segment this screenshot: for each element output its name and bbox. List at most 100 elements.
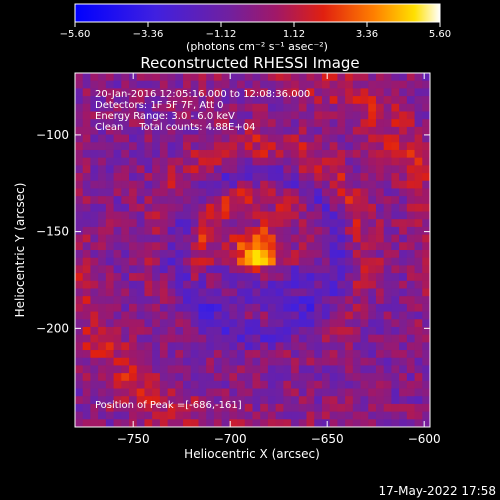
heatmap-cell [105, 326, 114, 336]
heatmap-cell [175, 234, 184, 243]
heatmap-cell [90, 326, 99, 336]
heatmap-cell [368, 173, 377, 182]
heatmap-cell [90, 373, 99, 382]
heatmap-cell [422, 265, 430, 274]
heatmap-cell [260, 288, 269, 297]
heatmap-cell [267, 226, 277, 236]
heatmap-cell [229, 126, 238, 135]
heatmap-cell [237, 126, 246, 135]
heatmap-cell [75, 342, 84, 351]
heatmap-cell [283, 273, 292, 282]
heatmap-cell [152, 219, 161, 228]
heatmap-cell [314, 80, 323, 89]
heatmap-cell [190, 126, 199, 135]
heatmap-cell [329, 288, 338, 297]
heatmap-cell [399, 196, 408, 205]
heatmap-cell [175, 126, 184, 135]
heatmap-cell [198, 88, 207, 97]
heatmap-cell [237, 111, 246, 120]
heatmap-cell [306, 165, 315, 174]
heatmap-cell [391, 265, 400, 274]
heatmap-cell [129, 80, 138, 89]
heatmap-cell [345, 196, 354, 205]
heatmap-cell [291, 303, 300, 312]
heatmap-cell [368, 288, 377, 297]
heatmap-cell [422, 419, 430, 427]
heatmap-cell [360, 288, 369, 297]
heatmap-cell [291, 265, 300, 274]
heatmap-cell [383, 211, 392, 220]
heatmap-cell [391, 142, 400, 151]
heatmap-cell [298, 250, 307, 259]
heatmap-cell [260, 211, 269, 220]
colorbar-ticks: −5.60 −3.36 −1.12 1.12 3.36 5.60 [60, 22, 451, 40]
heatmap-cell [82, 96, 91, 105]
heatmap-cell [291, 165, 300, 174]
heatmap-cell [399, 88, 408, 97]
heatmap-cell [159, 280, 169, 289]
heatmap-cell [406, 134, 415, 143]
heatmap-cell [368, 311, 377, 320]
heatmap-cell [422, 119, 430, 128]
heatmap-cell [275, 326, 284, 336]
heatmap-cell [291, 396, 300, 405]
heatmap-cell [283, 173, 292, 182]
heatmap-cell [121, 73, 130, 82]
heatmap-cell [183, 373, 192, 382]
heatmap-cell [129, 103, 138, 112]
heatmap-cell [360, 226, 369, 236]
heatmap-cell [275, 196, 284, 205]
heatmap-cell [237, 380, 246, 389]
heatmap-cell [375, 403, 385, 413]
heatmap-cell [213, 365, 223, 374]
heatmap-cell [244, 265, 253, 274]
heatmap-cell [144, 219, 153, 228]
heatmap-cell [314, 226, 323, 236]
heatmap-cell [213, 211, 223, 220]
heatmap-cell [152, 326, 161, 336]
heatmap-cell [121, 149, 130, 159]
heatmap-cell [329, 265, 338, 274]
heatmap-cell [391, 403, 400, 413]
heatmap-cell [321, 180, 331, 189]
heatmap-cell [98, 288, 107, 297]
heatmap-cell [198, 334, 207, 343]
heatmap-cell [414, 219, 423, 228]
heatmap-cell [98, 326, 107, 336]
heatmap-cell [159, 373, 169, 382]
heatmap-cell [283, 250, 292, 259]
heatmap-cell [129, 142, 138, 151]
heatmap-cell [275, 296, 284, 305]
heatmap-cell [329, 242, 338, 251]
heatmap-cell [98, 111, 107, 120]
heatmap-cell [183, 234, 192, 243]
heatmap-cell [90, 126, 99, 135]
heatmap-cell [105, 257, 114, 266]
heatmap-cell [213, 226, 223, 236]
heatmap-cell [414, 296, 423, 305]
heatmap-cell [399, 173, 408, 182]
heatmap-cell [244, 111, 253, 120]
heatmap-cell [90, 303, 99, 312]
heatmap-cell [329, 219, 338, 228]
heatmap-cell [229, 173, 238, 182]
heatmap-cell [267, 365, 277, 374]
heatmap-cell [399, 396, 408, 405]
heatmap-cell [152, 103, 161, 112]
heatmap-cell [75, 265, 84, 274]
heatmap-cell [314, 88, 323, 97]
colorbar-unit-label: (photons cm⁻² s⁻¹ asec⁻²) [186, 40, 328, 53]
heatmap-cell [159, 119, 169, 128]
heatmap-cell [183, 196, 192, 205]
heatmap-cell [152, 234, 161, 243]
heatmap-cell [260, 119, 269, 128]
heatmap-cell [237, 396, 246, 405]
heatmap-cell [383, 265, 392, 274]
heatmap-cell [275, 419, 284, 427]
heatmap-cell [314, 165, 323, 174]
heatmap-cell [275, 273, 284, 282]
heatmap-cell [252, 219, 261, 228]
heatmap-cell [167, 365, 176, 374]
heatmap-cell [329, 142, 338, 151]
heatmap-cell [321, 149, 331, 159]
